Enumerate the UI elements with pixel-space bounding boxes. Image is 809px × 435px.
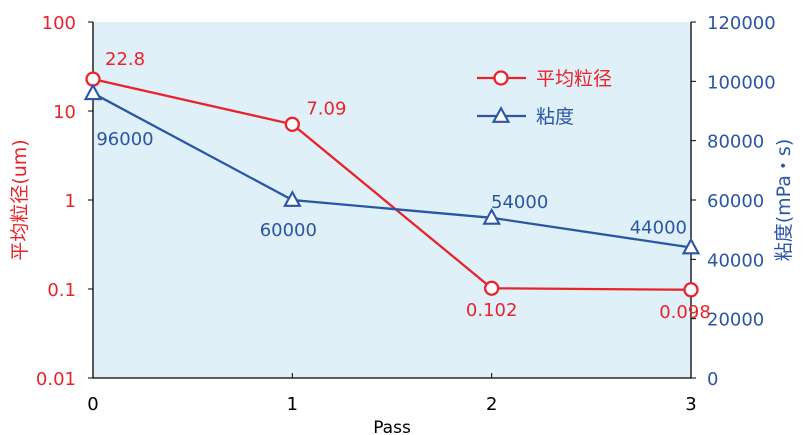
x-axis: 0 1 2 3 Pass bbox=[87, 373, 697, 435]
right-tick-label: 0 bbox=[707, 369, 718, 390]
legend-label: 平均粒径 bbox=[536, 68, 612, 90]
series-viscosity: 96000 60000 54000 44000 bbox=[83, 83, 701, 255]
circle-marker bbox=[683, 282, 699, 298]
right-tick-label: 20000 bbox=[707, 310, 764, 331]
left-tick-label: 0.1 bbox=[47, 280, 76, 301]
left-tick-label: 10 bbox=[53, 102, 76, 123]
right-tick-label: 100000 bbox=[707, 72, 776, 93]
right-tick-label: 60000 bbox=[707, 191, 764, 212]
x-tick-label: 0 bbox=[87, 394, 98, 415]
data-label: 96000 bbox=[96, 129, 153, 150]
left-axis-title: 平均粒径(um) bbox=[9, 139, 31, 260]
data-label: 0.102 bbox=[466, 300, 518, 321]
triangle-marker bbox=[83, 83, 103, 101]
series-layer: 22.8 7.09 0.102 0.098 96000 60000 54000 44000 bbox=[83, 49, 711, 323]
x-tick-label: 2 bbox=[486, 394, 497, 415]
triangle-marker bbox=[482, 207, 501, 225]
triangle-marker bbox=[283, 190, 302, 207]
legend-entry: 粘度 bbox=[477, 106, 574, 128]
data-label: 22.8 bbox=[105, 49, 145, 70]
series-line bbox=[92, 78, 692, 291]
circle-marker bbox=[284, 116, 300, 132]
legend-label: 粘度 bbox=[536, 106, 574, 128]
left-tick-label: 1 bbox=[65, 191, 76, 212]
left-axis: 0.01 0.1 1 10 100 平均粒径(um) bbox=[9, 13, 94, 390]
right-axis: 0 20000 40000 60000 80000 100000 120000 粘度(mPa・… bbox=[690, 13, 795, 390]
series-line bbox=[92, 92, 692, 249]
triangle-marker bbox=[491, 106, 511, 123]
x-axis-title: Pass bbox=[373, 418, 411, 435]
right-tick-label: 40000 bbox=[707, 250, 764, 271]
right-axis-title: 粘度(mPa・s) bbox=[773, 139, 795, 261]
data-label: 54000 bbox=[491, 192, 548, 213]
data-label: 60000 bbox=[260, 220, 317, 241]
circle-marker bbox=[493, 70, 509, 86]
data-label: 44000 bbox=[630, 217, 687, 238]
data-label: 7.09 bbox=[306, 98, 346, 119]
series-particle-size: 22.8 7.09 0.102 0.098 bbox=[85, 49, 711, 323]
plot-area bbox=[93, 22, 691, 378]
right-tick-label: 120000 bbox=[707, 13, 776, 34]
data-label: 0.098 bbox=[659, 302, 711, 323]
x-tick-label: 3 bbox=[685, 394, 696, 415]
triangle-marker bbox=[681, 237, 701, 255]
legend-entry: 平均粒径 bbox=[477, 68, 612, 90]
left-tick-label: 0.01 bbox=[36, 369, 76, 390]
left-tick-label: 100 bbox=[42, 13, 76, 34]
right-tick-label: 80000 bbox=[707, 132, 764, 153]
circle-marker bbox=[484, 280, 500, 296]
x-tick-label: 1 bbox=[287, 394, 298, 415]
